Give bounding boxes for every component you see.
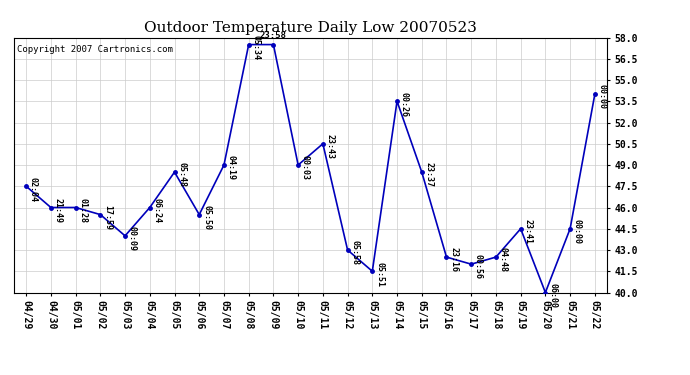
Text: 02:04: 02:04: [29, 177, 38, 201]
Text: 06:00: 06:00: [548, 283, 557, 308]
Text: 04:19: 04:19: [227, 155, 236, 180]
Text: 05:58: 05:58: [351, 240, 359, 265]
Text: 05:48: 05:48: [177, 162, 186, 188]
Text: 21:49: 21:49: [54, 198, 63, 223]
Text: 00:00: 00:00: [598, 84, 607, 109]
Text: 23:37: 23:37: [424, 162, 433, 188]
Text: 23:41: 23:41: [524, 219, 533, 244]
Text: 23:58: 23:58: [260, 32, 287, 40]
Text: 00:56: 00:56: [474, 255, 483, 279]
Text: 01:28: 01:28: [79, 198, 88, 223]
Text: 17:59: 17:59: [103, 205, 112, 230]
Title: Outdoor Temperature Daily Low 20070523: Outdoor Temperature Daily Low 20070523: [144, 21, 477, 35]
Text: 00:03: 00:03: [301, 155, 310, 180]
Text: 00:00: 00:00: [573, 219, 582, 244]
Text: 00:09: 00:09: [128, 226, 137, 251]
Text: Copyright 2007 Cartronics.com: Copyright 2007 Cartronics.com: [17, 45, 172, 54]
Text: 00:26: 00:26: [400, 92, 408, 117]
Text: 23:43: 23:43: [326, 134, 335, 159]
Text: 05:34: 05:34: [251, 35, 260, 60]
Text: 05:51: 05:51: [375, 261, 384, 286]
Text: 06:24: 06:24: [152, 198, 161, 223]
Text: 04:48: 04:48: [499, 248, 508, 272]
Text: 23:16: 23:16: [449, 248, 458, 272]
Text: 05:50: 05:50: [202, 205, 211, 230]
